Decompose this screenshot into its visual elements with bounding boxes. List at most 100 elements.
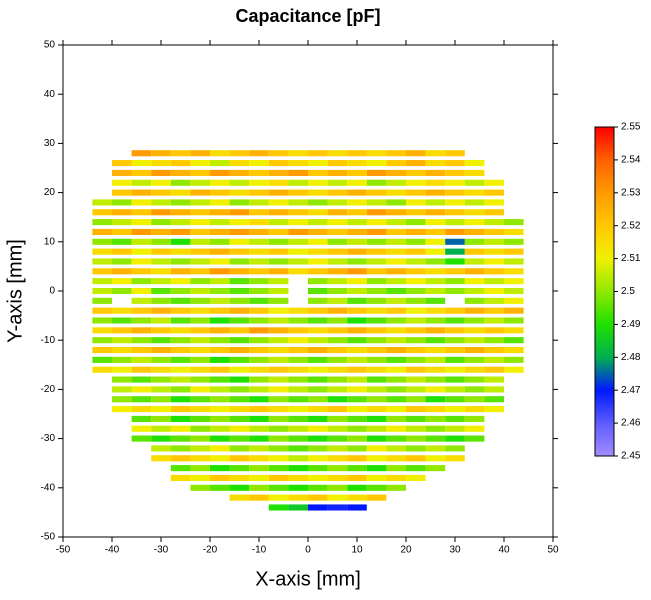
colorbar-tick-label: 2.48 <box>621 352 641 363</box>
heat-cell <box>131 189 152 196</box>
heat-cell <box>268 366 289 373</box>
heat-cell <box>327 189 348 196</box>
heat-cell <box>170 425 191 432</box>
heat-cell <box>131 278 152 285</box>
heat-cell <box>347 435 367 442</box>
heat-cell <box>366 435 387 442</box>
heat-cell <box>425 169 446 176</box>
heat-cell <box>327 425 348 432</box>
heat-cell <box>308 317 328 324</box>
heat-cell <box>504 248 524 255</box>
heat-cell <box>112 366 132 373</box>
heat-cell <box>366 484 387 491</box>
colorbar-tick-label: 2.46 <box>621 418 641 429</box>
heat-cell <box>464 415 485 422</box>
heat-cell <box>464 238 485 245</box>
heat-cell <box>425 455 446 462</box>
heat-cell <box>425 297 446 304</box>
heat-cell <box>308 219 328 226</box>
heat-cell <box>170 455 191 462</box>
heat-cell <box>229 445 250 452</box>
heat-cell <box>327 465 348 472</box>
heat-cell <box>366 307 387 314</box>
heat-cell <box>464 406 485 413</box>
heat-cell <box>425 307 446 314</box>
heat-cell <box>151 415 171 422</box>
heat-cell <box>268 455 289 462</box>
heat-cell <box>190 337 210 344</box>
heat-cell <box>386 484 406 491</box>
heat-cell <box>92 307 112 314</box>
heat-cell <box>308 337 328 344</box>
heat-cell <box>347 278 367 285</box>
heat-cell <box>425 346 446 354</box>
heat-cell <box>464 386 485 393</box>
heat-cell <box>229 150 250 157</box>
heat-cell <box>229 406 250 413</box>
heat-cell <box>288 219 308 226</box>
heat-cell <box>366 356 387 363</box>
heat-cell <box>288 356 308 363</box>
heat-cell <box>406 297 426 304</box>
heat-cell <box>347 386 367 393</box>
heat-cell <box>268 337 289 344</box>
heat-cell <box>268 327 289 334</box>
heat-cell <box>249 435 269 442</box>
y-tick-label: -30 <box>41 433 56 444</box>
heat-cell <box>249 238 269 245</box>
heat-cell <box>151 278 171 285</box>
heat-cell <box>386 258 406 265</box>
heat-cell <box>249 366 269 373</box>
heat-cell <box>131 356 152 363</box>
heat-cell <box>249 228 269 236</box>
heat-cell <box>210 287 230 295</box>
heat-cell <box>229 327 250 334</box>
heat-cell <box>327 317 348 324</box>
heat-cell <box>190 445 210 452</box>
heat-cell <box>170 268 191 275</box>
heat-cell <box>131 435 152 442</box>
heat-cell <box>170 287 191 295</box>
heat-cell <box>406 189 426 196</box>
heat-cell <box>347 337 367 344</box>
heat-cell <box>151 199 171 206</box>
heat-cell <box>484 189 504 196</box>
heat-cell <box>170 386 191 393</box>
heat-cell <box>210 327 230 334</box>
heat-cell <box>112 278 132 285</box>
heat-cell <box>386 150 406 157</box>
heat-cell <box>268 297 289 304</box>
heat-cell <box>190 248 210 255</box>
heat-cell <box>210 484 230 491</box>
heat-cell <box>464 199 485 206</box>
heat-cell <box>131 268 152 275</box>
heat-cell <box>131 160 152 167</box>
heat-cell <box>92 238 112 245</box>
heat-cell <box>112 327 132 334</box>
heat-cell <box>308 465 328 472</box>
heat-cell <box>151 228 171 236</box>
heat-cell <box>308 366 328 373</box>
heat-cell <box>308 297 328 304</box>
heat-cell <box>386 297 406 304</box>
heat-cell <box>484 337 504 344</box>
heat-cell <box>249 307 269 314</box>
heat-cell <box>386 346 406 354</box>
heat-cell <box>445 248 465 255</box>
heat-cell <box>190 386 210 393</box>
heat-cell <box>366 297 387 304</box>
colorbar-tick-label: 2.54 <box>621 155 641 166</box>
heat-cell <box>268 415 289 422</box>
heat-cell <box>190 435 210 442</box>
heat-cell <box>229 337 250 344</box>
heat-cell <box>484 258 504 265</box>
heat-cell <box>347 366 367 373</box>
heat-cell <box>288 455 308 462</box>
heat-cell <box>229 386 250 393</box>
heat-cell <box>92 228 112 236</box>
heat-cell <box>464 376 485 383</box>
heat-cell <box>288 317 308 324</box>
heat-cell <box>308 386 328 393</box>
heat-cell <box>151 455 171 462</box>
